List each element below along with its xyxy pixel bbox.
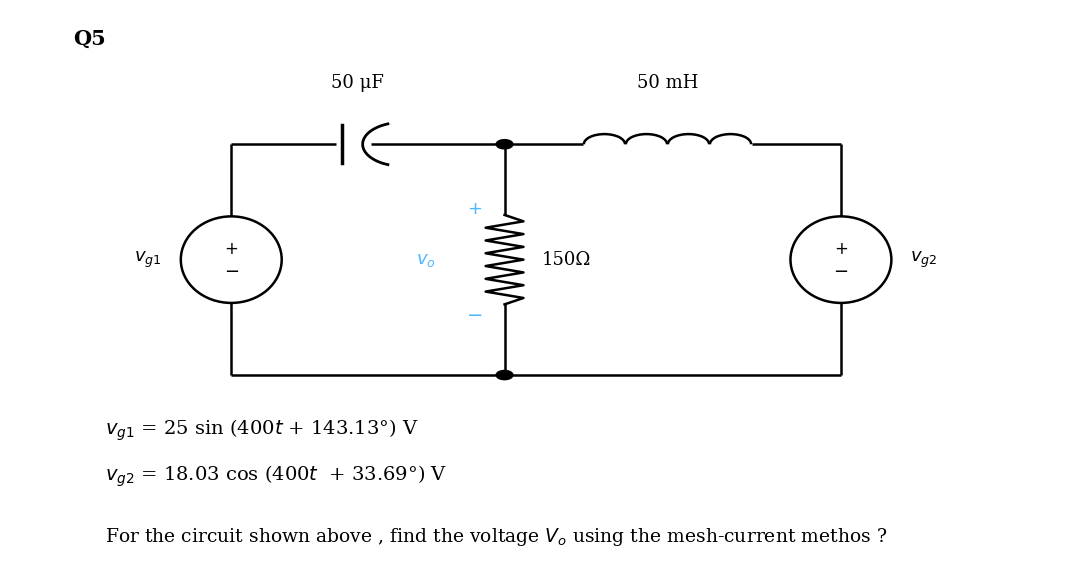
- Circle shape: [496, 140, 513, 149]
- Text: −: −: [224, 263, 239, 282]
- Text: $v_o$: $v_o$: [417, 250, 436, 269]
- Text: $v_{g1}$ = 25 sin (400$t$ + 143.13°) V: $v_{g1}$ = 25 sin (400$t$ + 143.13°) V: [105, 417, 419, 443]
- Text: +: +: [834, 240, 848, 258]
- Text: $v_{g1}$: $v_{g1}$: [134, 249, 162, 270]
- Text: −: −: [834, 263, 849, 282]
- Text: −: −: [467, 306, 484, 325]
- Text: +: +: [468, 200, 483, 218]
- Circle shape: [496, 370, 513, 380]
- Text: Q5: Q5: [73, 29, 106, 49]
- Text: 50 mH: 50 mH: [637, 74, 698, 92]
- Text: $v_{g2}$ = 18.03 cos (400$t$  + 33.69°) V: $v_{g2}$ = 18.03 cos (400$t$ + 33.69°) V: [105, 463, 447, 489]
- Text: For the circuit shown above , find the voltage $V_o$ using the mesh-current meth: For the circuit shown above , find the v…: [105, 526, 888, 548]
- Text: 50 μF: 50 μF: [330, 74, 383, 92]
- Text: +: +: [225, 240, 239, 258]
- Text: 150Ω: 150Ω: [541, 250, 591, 269]
- Text: $v_{g2}$: $v_{g2}$: [910, 249, 937, 270]
